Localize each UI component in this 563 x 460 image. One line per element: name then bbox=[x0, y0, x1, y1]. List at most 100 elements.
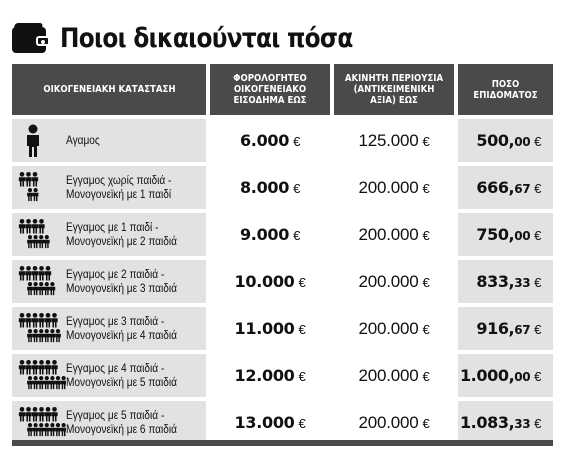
family-icon bbox=[18, 218, 50, 248]
status-line-1: Εγγαμος με 4 παιδιά - bbox=[66, 362, 165, 375]
family-status-cell: Αγαμος bbox=[12, 119, 206, 162]
family-icon bbox=[18, 265, 56, 295]
title-bar: Ποιοι δικαιούνται πόσα bbox=[12, 18, 400, 58]
property-cell: 200.000 € bbox=[334, 354, 454, 397]
status-line-1: Εγγαμος με 5 παιδιά - bbox=[66, 409, 165, 422]
property-cell: 200.000 € bbox=[334, 166, 454, 209]
family-status-cell: Εγγαμος με 5 παιδιά - Μονογονεϊκή με 6 πα… bbox=[12, 401, 206, 444]
table-row: Εγγαμος με 2 παιδιά - Μονογονεϊκή με 3 πα… bbox=[12, 260, 553, 303]
income-cell: 12.000 € bbox=[210, 354, 330, 397]
euro-sign: € bbox=[534, 322, 541, 337]
table-row: Αγαμος 6.000 €125.000 €500,00 € bbox=[12, 119, 553, 162]
property-value: 200.000 bbox=[358, 318, 419, 338]
property-cell: 200.000 € bbox=[334, 401, 454, 444]
status-line-2: Μονογονεϊκή με 3 παιδιά bbox=[66, 282, 178, 295]
family-icon bbox=[27, 124, 39, 157]
allowance-cell: 666,67 € bbox=[458, 166, 553, 209]
euro-sign: € bbox=[534, 369, 541, 384]
family-status-cell: Εγγαμος με 4 παιδιά - Μονογονεϊκή με 5 πα… bbox=[12, 354, 206, 397]
euro-sign: € bbox=[293, 181, 301, 196]
allowance-int: 1.083, bbox=[459, 413, 515, 432]
euro-sign: € bbox=[422, 368, 430, 384]
property-value: 125.000 bbox=[358, 130, 419, 150]
table-row: Εγγαμος με 3 παιδιά - Μονογονεϊκή με 4 πα… bbox=[12, 307, 553, 350]
allowance-int: 916, bbox=[476, 319, 515, 338]
table-header: ΟΙΚΟΓΕΝΕΙΑΚΗ ΚΑΤΑΣΤΑΣΗ ΦΟΡΟΛΟΓΗΤΕΟ ΟΙΚΟΓ… bbox=[12, 64, 553, 115]
allowance-table: ΟΙΚΟΓΕΝΕΙΑΚΗ ΚΑΤΑΣΤΑΣΗ ΦΟΡΟΛΟΓΗΤΕΟ ΟΙΚΟΓ… bbox=[12, 64, 553, 444]
status-line-2: Μονογονεϊκή με 1 παιδί bbox=[66, 188, 172, 201]
income-cell: 6.000 € bbox=[210, 119, 330, 162]
allowance-int: 833, bbox=[476, 272, 515, 291]
allowance-cell: 1.000,00 € bbox=[458, 354, 553, 397]
status-line-2: Μονογονεϊκή με 5 παιδιά bbox=[66, 376, 178, 389]
property-value: 200.000 bbox=[358, 412, 419, 432]
family-status-cell: Εγγαμος με 3 παιδιά - Μονογονεϊκή με 4 πα… bbox=[12, 307, 206, 350]
euro-sign: € bbox=[534, 134, 541, 149]
income-value: 10.000 bbox=[234, 272, 295, 291]
status-line-1: Εγγαμος με 2 παιδιά - bbox=[66, 268, 165, 281]
allowance-cell: 750,00 € bbox=[458, 213, 553, 256]
footer-bar bbox=[12, 440, 553, 446]
header-family-status: ΟΙΚΟΓΕΝΕΙΑΚΗ ΚΑΤΑΣΤΑΣΗ bbox=[12, 64, 206, 115]
euro-sign: € bbox=[422, 227, 430, 243]
property-cell: 200.000 € bbox=[334, 307, 454, 350]
allowance-decimal: 00 bbox=[514, 229, 531, 243]
family-icon bbox=[18, 359, 67, 389]
allowance-cell: 833,33 € bbox=[458, 260, 553, 303]
allowance-cell: 1.083,33 € bbox=[458, 401, 553, 444]
family-icon bbox=[18, 406, 67, 436]
family-status-cell: Εγγαμος χωρίς παιδιά - Μονογονεϊκή με 1 π… bbox=[12, 166, 206, 209]
euro-sign: € bbox=[534, 228, 541, 243]
status-line-2: Μονογονεϊκή με 2 παιδιά bbox=[66, 235, 178, 248]
table-body: Αγαμος 6.000 €125.000 €500,00 € Εγγαμος χωρίς… bbox=[12, 119, 553, 444]
allowance-int: 750, bbox=[476, 225, 515, 244]
status-line-1: Εγγαμος με 1 παιδί - bbox=[66, 221, 159, 234]
income-value: 8.000 bbox=[239, 178, 290, 197]
family-status-cell: Εγγαμος με 1 παιδί - Μονογονεϊκή με 2 παι… bbox=[12, 213, 206, 256]
euro-sign: € bbox=[422, 415, 430, 431]
header-income: ΦΟΡΟΛΟΓΗΤΕΟ ΟΙΚΟΓΕΝΕΙΑΚΟ ΕΙΣΟΔΗΜΑ ΕΩΣ bbox=[210, 64, 330, 115]
income-value: 6.000 bbox=[239, 131, 290, 150]
allowance-decimal: 00 bbox=[514, 370, 531, 384]
status-line-2: Μονογονεϊκή με 6 παιδιά bbox=[66, 423, 178, 436]
status-line-1: Εγγαμος χωρίς παιδιά - bbox=[66, 174, 172, 187]
allowance-decimal: 33 bbox=[514, 276, 531, 290]
wallet-icon bbox=[12, 23, 50, 53]
euro-sign: € bbox=[422, 133, 430, 149]
header-allowance: ΠΟΣΟ ΕΠΙΔΟΜΑΤΟΣ bbox=[458, 64, 553, 115]
allowance-decimal: 67 bbox=[514, 182, 531, 196]
euro-sign: € bbox=[298, 275, 306, 290]
property-value: 200.000 bbox=[358, 365, 419, 385]
status-line-2: Μονογονεϊκή με 4 παιδιά bbox=[66, 329, 178, 342]
table-row: Εγγαμος με 5 παιδιά - Μονογονεϊκή με 6 πα… bbox=[12, 401, 553, 444]
euro-sign: € bbox=[293, 228, 301, 243]
allowance-decimal: 67 bbox=[514, 323, 531, 337]
header-property: ΑΚΙΝΗΤΗ ΠΕΡΙΟΥΣΙΑ (ΑΝΤΙΚΕΙΜΕΝΙΚΗ ΑΞΙΑ) Ε… bbox=[334, 64, 454, 115]
allowance-cell: 916,67 € bbox=[458, 307, 553, 350]
euro-sign: € bbox=[422, 321, 430, 337]
income-value: 13.000 bbox=[234, 413, 295, 432]
allowance-int: 666, bbox=[476, 178, 515, 197]
income-value: 12.000 bbox=[234, 366, 295, 385]
allowance-decimal: 00 bbox=[514, 135, 531, 149]
family-icon bbox=[18, 171, 39, 201]
status-line-1: Αγαμος bbox=[66, 134, 100, 147]
income-value: 11.000 bbox=[234, 319, 295, 338]
income-cell: 11.000 € bbox=[210, 307, 330, 350]
euro-sign: € bbox=[534, 275, 541, 290]
page-title: Ποιοι δικαιούνται πόσα bbox=[60, 22, 353, 54]
euro-sign: € bbox=[298, 416, 306, 431]
allowance-int: 500, bbox=[476, 131, 515, 150]
property-value: 200.000 bbox=[358, 177, 419, 197]
family-status-cell: Εγγαμος με 2 παιδιά - Μονογονεϊκή με 3 πα… bbox=[12, 260, 206, 303]
allowance-decimal: 33 bbox=[514, 417, 531, 431]
allowance-int: 1.000, bbox=[459, 366, 515, 385]
income-cell: 9.000 € bbox=[210, 213, 330, 256]
euro-sign: € bbox=[534, 181, 541, 196]
euro-sign: € bbox=[534, 416, 541, 431]
table-row: Εγγαμος με 4 παιδιά - Μονογονεϊκή με 5 πα… bbox=[12, 354, 553, 397]
property-value: 200.000 bbox=[358, 271, 419, 291]
euro-sign: € bbox=[298, 369, 306, 384]
euro-sign: € bbox=[298, 322, 306, 337]
status-line-1: Εγγαμος με 3 παιδιά - bbox=[66, 315, 165, 328]
